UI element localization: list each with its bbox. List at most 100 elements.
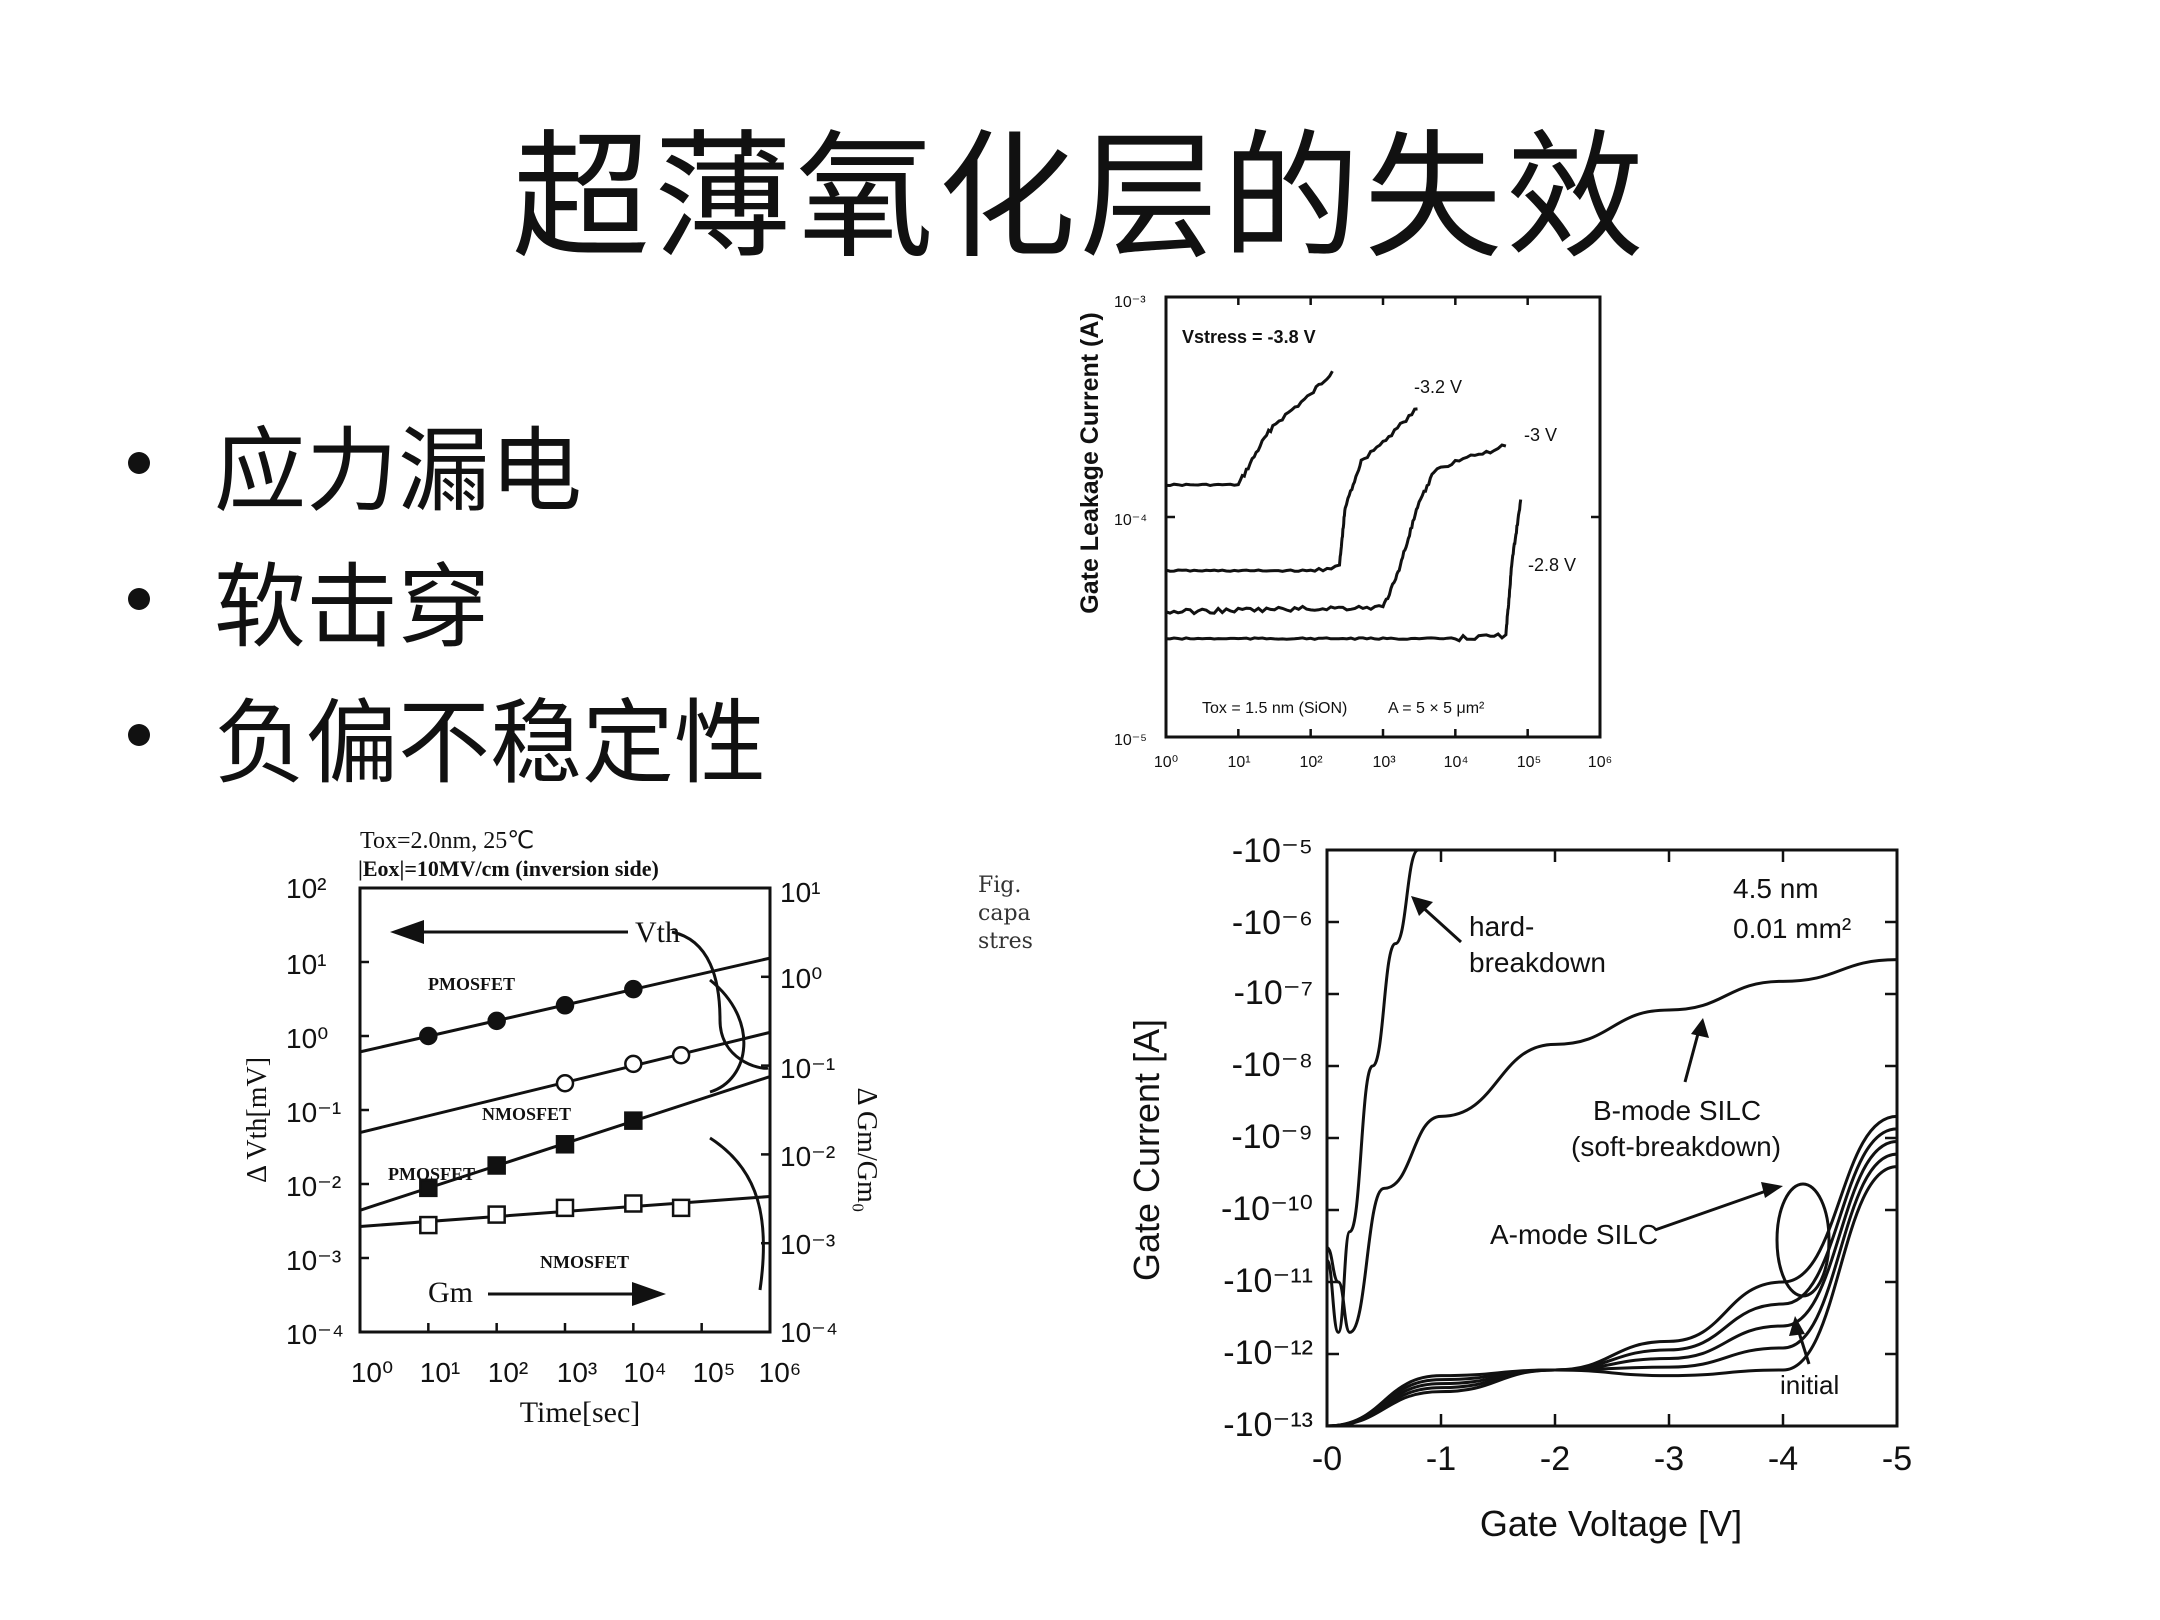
data-point — [671, 1045, 691, 1065]
y-tick-label-right: 10⁻³ — [780, 1229, 835, 1260]
caption-line: Fig. — [978, 873, 1022, 898]
bullet-item: 软击穿 — [128, 531, 766, 667]
thickness-label: 4.5 nm — [1733, 873, 1819, 904]
gm-arrowhead-icon — [632, 1282, 666, 1306]
series-label: NMOSFET — [540, 1252, 629, 1272]
condition-label: Tox=2.0nm, 25℃ — [360, 828, 534, 854]
y-tick-label-right: 10⁰ — [780, 963, 822, 994]
y-tick-label: 10⁻⁵ — [1114, 732, 1147, 749]
caption-line: capa — [978, 901, 1031, 926]
bullet-item: 应力漏电 — [128, 395, 766, 531]
stress-voltage-label: Vstress = -3.8 V — [1182, 327, 1316, 347]
plot-frame — [1164, 295, 1602, 739]
bullet-text: 负偏不稳定性 — [214, 689, 767, 797]
x-tick-label: 10⁵ — [1517, 754, 1541, 771]
arrowhead-icon — [1761, 1182, 1783, 1198]
series-line — [1326, 1139, 1898, 1428]
y-axis-label: Gate Current [A] — [1126, 1019, 1167, 1281]
data-point — [487, 1205, 506, 1224]
bmode-silc-label: B-mode SILC — [1593, 1095, 1761, 1126]
data-point — [555, 1198, 575, 1218]
data-point — [487, 1011, 506, 1031]
bmode-silc-label: (soft-breakdown) — [1571, 1131, 1781, 1162]
y-tick-label: -10⁻¹⁰ — [1221, 1190, 1313, 1228]
series-line — [1165, 499, 1523, 643]
data-point — [624, 1054, 643, 1074]
x-tick-label: 10³ — [557, 1357, 597, 1388]
y-tick-label: -10⁻⁵ — [1232, 832, 1313, 870]
bullet-text: 软击穿 — [214, 553, 491, 661]
x-tick-label: -3 — [1654, 1440, 1684, 1478]
data-point — [555, 1073, 575, 1093]
bracket-curve — [709, 1136, 765, 1291]
device-area-label: A = 5 × 5 μm² — [1388, 700, 1485, 717]
curve-label: -3 V — [1524, 425, 1557, 445]
bmode-arrow-line — [1683, 1029, 1701, 1083]
series-line — [1326, 1152, 1898, 1428]
data-point — [671, 1198, 691, 1218]
y-tick-label-left: 10⁻¹ — [286, 1097, 341, 1128]
x-axis-label: Gate Voltage [V] — [1480, 1503, 1742, 1544]
curve-label: -3.2 V — [1414, 377, 1462, 397]
slide-title: 超薄氧化层的失效 — [511, 117, 1648, 278]
x-tick-label: 10⁰ — [1154, 754, 1178, 771]
x-tick-label: 10¹ — [420, 1357, 460, 1388]
x-tick-label: -1 — [1426, 1440, 1456, 1478]
y-tick-label-right: 10⁻¹ — [780, 1053, 835, 1084]
x-tick-label: 10⁴ — [1444, 754, 1469, 771]
arrowhead-icon — [1789, 1316, 1805, 1336]
arrowhead-icon — [1691, 1018, 1709, 1038]
caption-line: stres — [978, 929, 1033, 954]
y-tick-label-left: 10⁻³ — [286, 1245, 341, 1276]
x-tick-label: 10⁶ — [1588, 754, 1612, 771]
bullet-dot-icon — [128, 588, 150, 610]
hard-breakdown-label: hard- — [1469, 911, 1534, 942]
y-tick-label-left: 10² — [286, 873, 326, 904]
data-point — [624, 1194, 643, 1213]
y-tick-label-left: 10⁻⁴ — [286, 1319, 344, 1350]
x-tick-label: -0 — [1312, 1440, 1342, 1478]
hard-breakdown-label: breakdown — [1469, 947, 1606, 978]
bullet-item: 负偏不稳定性 — [128, 667, 766, 803]
caption-fragment: Fig. capa stres — [978, 872, 1033, 956]
bullet-dot-icon — [128, 452, 150, 474]
y-tick-label: -10⁻¹³ — [1223, 1406, 1313, 1444]
y-tick-label: -10⁻⁷ — [1234, 974, 1313, 1012]
series-label: PMOSFET — [428, 974, 515, 994]
x-tick-label: -5 — [1882, 1440, 1912, 1478]
y-tick-label: 10⁻⁴ — [1114, 512, 1147, 529]
series-line — [1325, 848, 1420, 1334]
series-line — [1165, 407, 1418, 573]
y-tick-label-right: 10¹ — [780, 877, 820, 908]
bullet-dot-icon — [128, 724, 150, 746]
x-tick-label: 10² — [1299, 754, 1323, 771]
vth-arrowhead-icon — [390, 920, 424, 944]
x-tick-label: 10⁶ — [759, 1357, 802, 1388]
condition-label: |Eox|=10MV/cm (inversion side) — [358, 856, 659, 881]
data-point — [624, 1111, 643, 1130]
data-point — [555, 1135, 575, 1154]
series-label: PMOSFET — [388, 1164, 475, 1184]
vth-label: Vth — [635, 916, 680, 949]
amode-silc-label: A-mode SILC — [1490, 1219, 1658, 1250]
y-tick-label: -10⁻¹² — [1223, 1334, 1313, 1372]
series-line — [1165, 370, 1334, 488]
nbti-time-chart: Tox=2.0nm, 25℃ |Eox|=10MV/cm (inversion … — [242, 828, 882, 1429]
x-tick-label: 10⁴ — [623, 1357, 666, 1388]
data-point — [419, 1178, 438, 1198]
curve-label: -2.8 V — [1528, 555, 1576, 575]
x-tick-label: -2 — [1540, 1440, 1570, 1478]
area-label: 0.01 mm² — [1733, 913, 1851, 944]
y-tick-label: -10⁻⁹ — [1231, 1118, 1313, 1156]
initial-label: initial — [1780, 1370, 1839, 1400]
y-axis-label-right: Δ Gm/Gm₀ — [851, 1087, 882, 1212]
oxide-thickness-label: Tox = 1.5 nm (SiON) — [1202, 700, 1347, 717]
y-axis-label: Gate Leakage Current (A) — [1076, 312, 1104, 613]
hard-breakdown-arrow-line — [1417, 902, 1463, 944]
data-point — [419, 1026, 438, 1046]
series-line — [1326, 1127, 1898, 1428]
silc-iv-chart: -10⁻⁵ -10⁻⁶ -10⁻⁷ -10⁻⁸ -10⁻⁹ -10⁻¹⁰ -10… — [1126, 832, 1912, 1544]
data-point — [419, 1215, 438, 1235]
x-tick-label: 10¹ — [1227, 754, 1250, 771]
y-axis-label-left: Δ Vth[mV] — [242, 1057, 273, 1183]
